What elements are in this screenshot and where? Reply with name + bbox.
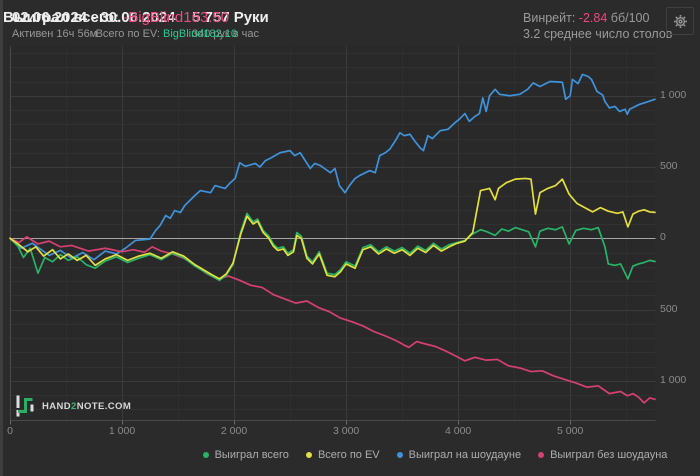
hands-count: 5 757 Руки	[192, 9, 269, 26]
x-tick-label: 4 000	[445, 425, 472, 437]
won-total-label: Выиграл всего:	[3, 9, 120, 26]
winrate-label: Винрейт:	[523, 11, 576, 25]
avg-tables: 3.2 среднее число столов	[523, 27, 673, 41]
ev-label: Всего по EV:	[95, 28, 160, 40]
legend-item[interactable]: Выиграл без шоудауна	[538, 449, 667, 461]
y-tick-label: 0	[660, 231, 666, 244]
legend-dot-icon	[396, 452, 403, 458]
active-time: Активен 16ч 56м	[12, 28, 98, 40]
hand2note-logo-icon	[16, 395, 34, 417]
y-tick-label: 500	[660, 160, 678, 173]
legend-item[interactable]: Всего по EV	[305, 449, 380, 461]
hand2note-logo: HAND2NOTE.COM	[15, 395, 131, 417]
left-edge-strip	[0, 0, 3, 476]
legend-item[interactable]: Выиграл всего	[202, 449, 289, 461]
legend-dot-icon	[538, 452, 545, 458]
winrate-unit: бб/100	[610, 11, 650, 25]
legend-dot-icon	[202, 452, 209, 458]
ev-value: BigBlind182.10	[162, 28, 237, 40]
date-range: 02.06.2024 - 30.06.2024	[12, 9, 176, 26]
gear-icon	[673, 14, 687, 28]
y-tick-label: 500	[660, 302, 678, 315]
legend-dot-icon	[305, 452, 312, 458]
settings-button[interactable]	[666, 7, 694, 35]
x-tick-label: 0	[7, 425, 13, 437]
winrate-value: -2.84	[578, 11, 608, 25]
legend-label: Выиграл без шоудауна	[550, 449, 668, 461]
winrate-line: Винрейт: -2.84 бб/100	[523, 11, 649, 25]
x-tick-label: 3 000	[332, 425, 360, 437]
y-tick-label: 1 000	[660, 373, 687, 386]
y-tick-label: 1 000	[660, 88, 687, 101]
legend-label: Выиграл на шоудауне	[408, 449, 522, 461]
won-total-value: -BigBlind163.50	[123, 9, 230, 26]
x-tick-label: 1 000	[108, 425, 136, 437]
legend-item[interactable]: Выиграл на шоудауне	[396, 449, 522, 461]
chart-legend: Выиграл всего Всего по EV Выиграл на шоуда…	[170, 449, 700, 461]
hand2note-logo-text: HAND2NOTE.COM	[42, 400, 132, 412]
x-tick-label: 5 000	[557, 425, 584, 437]
x-tick-label: 2 000	[220, 425, 248, 437]
stats-header: 02.06.2024 - 30.06.2024 Активен 16ч 56м …	[3, 0, 700, 46]
legend-label: Выиграл всего	[214, 449, 289, 461]
won-total-line: Выиграл всего: -BigBlind163.50	[3, 9, 229, 26]
ev-line: Всего по EV: BigBlind182.10	[3, 28, 237, 40]
hands-per-hour: 340 рук в час	[192, 28, 260, 40]
legend-label: Всего по EV	[317, 449, 380, 461]
